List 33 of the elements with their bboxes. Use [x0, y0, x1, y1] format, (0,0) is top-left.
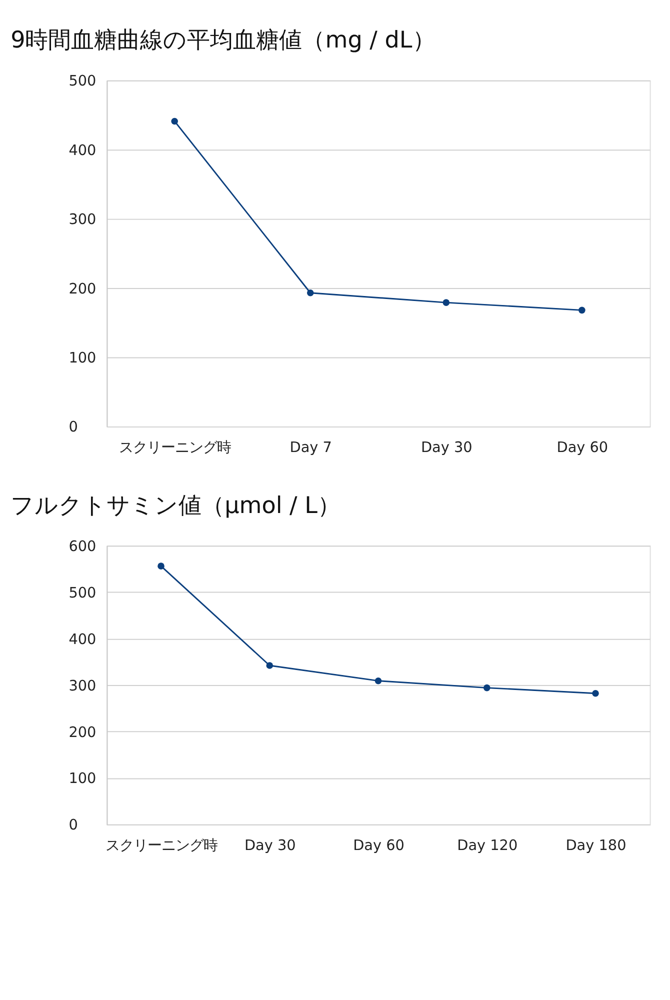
y-tick-label: 600: [68, 538, 96, 555]
y-tick-label: 400: [68, 632, 96, 648]
y-tick-label: 100: [68, 350, 96, 367]
point: [442, 299, 450, 306]
y-tick-label: 400: [68, 142, 96, 159]
x-tick-label: Day 60: [556, 440, 608, 456]
x-tick-label: Day 30: [244, 838, 296, 854]
y-tick-label: 500: [68, 585, 96, 602]
x-tick-label: Day 120: [457, 838, 518, 854]
point: [592, 690, 599, 697]
x-tick-label: スクリーニング時: [105, 838, 218, 854]
x-tick-label: Day 7: [290, 440, 332, 456]
y-tick-label: 200: [68, 724, 96, 741]
chart-title: フルクトサミン値（µmol / L）: [10, 492, 341, 519]
y-tick-label: 0: [68, 420, 78, 436]
x-tick-label: スクリーニング時: [119, 440, 232, 456]
y-tick-label: 200: [68, 281, 96, 298]
y-tick-label: 100: [68, 771, 96, 788]
point: [171, 118, 178, 125]
x-tick-label: Day 60: [353, 838, 404, 854]
y-tick-label: 300: [68, 212, 96, 228]
x-tick-label: Day 30: [420, 440, 472, 456]
point: [578, 306, 586, 314]
point: [483, 684, 490, 692]
y-tick-label: 300: [68, 678, 96, 694]
point: [374, 677, 382, 684]
point: [158, 562, 164, 570]
x-tick-label: Day 180: [566, 838, 626, 854]
point: [306, 289, 314, 296]
chart-title: 9時間血糖曲線の平均血糖値（mg / dL）: [10, 28, 436, 54]
y-tick-label: 500: [68, 74, 96, 90]
point: [266, 662, 274, 669]
y-tick-label: 0: [68, 818, 78, 834]
